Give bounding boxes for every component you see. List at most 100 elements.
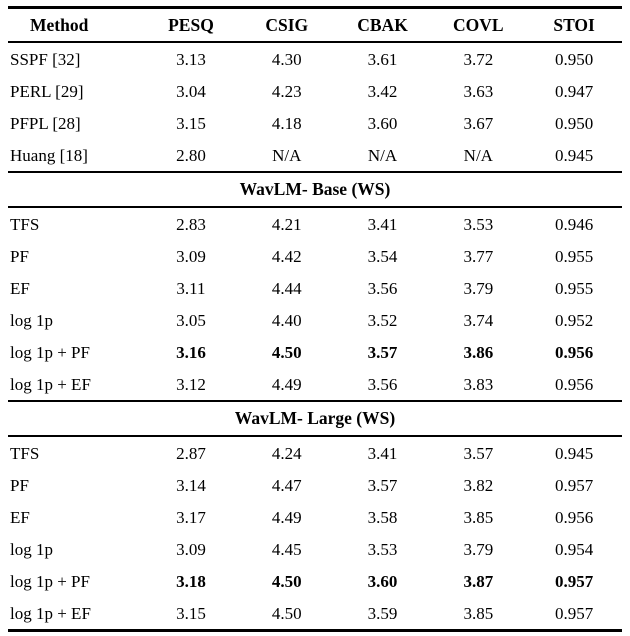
value-cell: 3.61 <box>367 49 398 69</box>
table-row: PF 3.14 4.47 3.57 3.82 0.957 <box>8 469 622 501</box>
value-cell: 3.53 <box>463 214 494 234</box>
value-cell: 3.11 <box>176 278 206 298</box>
value-cell: 0.954 <box>554 539 594 559</box>
value-cell: 0.950 <box>554 49 594 69</box>
column-header-pesq: PESQ <box>143 7 239 43</box>
baseline-rows-group: SSPF [32] 3.13 4.30 3.61 3.72 0.950 PERL [29] 3… <box>8 42 622 172</box>
method-cell: log 1p <box>10 539 53 559</box>
value-cell: 0.955 <box>554 278 594 298</box>
results-table: Method PESQ CSIG CBAK COVL STOI SSPF [32… <box>8 6 622 632</box>
value-cell: 3.18 <box>176 571 206 591</box>
table-row: SSPF [32] 3.13 4.30 3.61 3.72 0.950 <box>8 42 622 75</box>
value-cell: 3.59 <box>367 603 398 623</box>
column-header-cbak: CBAK <box>334 7 431 43</box>
section-title-row: WavLM- Large (WS) <box>8 400 622 437</box>
value-cell: 0.957 <box>554 603 594 623</box>
table-row: log 1p + EF 3.12 4.49 3.56 3.83 0.956 <box>8 368 622 401</box>
value-cell: 3.60 <box>367 113 398 133</box>
value-cell: 4.50 <box>271 571 302 591</box>
section-header-wavlm-large: WavLM- Large (WS) <box>8 400 622 437</box>
value-cell: 0.945 <box>554 145 594 165</box>
column-header-method: Method <box>8 7 144 43</box>
value-cell: 3.53 <box>367 539 398 559</box>
value-cell: 0.945 <box>554 443 594 463</box>
value-cell: 3.60 <box>367 571 398 591</box>
method-cell: log 1p + EF <box>10 603 91 623</box>
value-cell: 4.23 <box>271 81 302 101</box>
value-cell: N/A <box>272 145 302 165</box>
method-cell: TFS <box>10 443 40 463</box>
value-cell: 0.956 <box>554 342 594 362</box>
value-cell: 4.21 <box>271 214 302 234</box>
method-cell: EF <box>10 507 30 527</box>
value-cell: 0.957 <box>554 475 594 495</box>
value-cell: 4.40 <box>271 310 302 330</box>
value-cell: 3.85 <box>463 603 494 623</box>
value-cell: 4.44 <box>271 278 302 298</box>
value-cell: 3.52 <box>367 310 398 330</box>
value-cell: 3.15 <box>176 113 206 133</box>
value-cell: 3.13 <box>176 49 206 69</box>
value-cell: 2.83 <box>176 214 206 234</box>
section-title: WavLM- Base (WS) <box>8 171 622 208</box>
value-cell: 0.952 <box>554 310 594 330</box>
value-cell: 3.54 <box>367 246 398 266</box>
value-cell: 3.09 <box>176 246 206 266</box>
value-cell: 3.74 <box>463 310 494 330</box>
column-header-csig: CSIG <box>238 7 335 43</box>
value-cell: 3.58 <box>367 507 398 527</box>
value-cell: 0.950 <box>554 113 594 133</box>
value-cell: 4.24 <box>271 443 302 463</box>
method-cell: log 1p + PF <box>10 342 90 362</box>
table-row: log 1p + PF 3.18 4.50 3.60 3.87 0.957 <box>8 565 622 597</box>
method-cell: EF <box>10 278 30 298</box>
table-row: PERL [29] 3.04 4.23 3.42 3.63 0.947 <box>8 75 622 107</box>
section-title-row: WavLM- Base (WS) <box>8 171 622 208</box>
method-cell: log 1p + EF <box>10 374 91 394</box>
value-cell: 3.16 <box>176 342 206 362</box>
value-cell: 4.45 <box>271 539 302 559</box>
table-row: TFS 2.87 4.24 3.41 3.57 0.945 <box>8 436 622 469</box>
value-cell: 3.09 <box>176 539 206 559</box>
value-cell: 3.15 <box>176 603 206 623</box>
value-cell: 0.956 <box>554 507 594 527</box>
value-cell: 3.77 <box>463 246 494 266</box>
value-cell: 4.49 <box>271 507 302 527</box>
value-cell: 0.955 <box>554 246 594 266</box>
table-row: TFS 2.83 4.21 3.41 3.53 0.946 <box>8 207 622 240</box>
value-cell: 0.956 <box>554 374 594 394</box>
method-cell: PERL [29] <box>10 81 84 101</box>
table-row: EF 3.17 4.49 3.58 3.85 0.956 <box>8 501 622 533</box>
value-cell: 3.57 <box>463 443 494 463</box>
section-header-wavlm-base: WavLM- Base (WS) <box>8 171 622 208</box>
method-cell: PFPL [28] <box>10 113 81 133</box>
table-row: PF 3.09 4.42 3.54 3.77 0.955 <box>8 240 622 272</box>
column-header-stoi: STOI <box>526 7 622 43</box>
value-cell: 3.14 <box>176 475 206 495</box>
value-cell: 4.50 <box>271 603 302 623</box>
value-cell: 2.87 <box>176 443 206 463</box>
value-cell: 3.56 <box>367 278 398 298</box>
method-cell: Huang [18] <box>10 145 88 165</box>
table-header: Method PESQ CSIG CBAK COVL STOI <box>8 7 622 43</box>
value-cell: 3.72 <box>463 49 494 69</box>
table-row: log 1p + EF 3.15 4.50 3.59 3.85 0.957 <box>8 597 622 631</box>
value-cell: 3.85 <box>463 507 494 527</box>
table-row: PFPL [28] 3.15 4.18 3.60 3.67 0.950 <box>8 107 622 139</box>
method-cell: TFS <box>10 214 40 234</box>
value-cell: 3.41 <box>367 443 398 463</box>
header-row: Method PESQ CSIG CBAK COVL STOI <box>8 7 622 43</box>
value-cell: 3.41 <box>367 214 398 234</box>
method-cell: PF <box>10 475 29 495</box>
value-cell: 3.63 <box>463 81 494 101</box>
value-cell: 3.57 <box>367 342 398 362</box>
value-cell: 3.05 <box>176 310 206 330</box>
value-cell: 4.42 <box>271 246 302 266</box>
method-cell: SSPF [32] <box>10 49 81 69</box>
value-cell: 4.50 <box>271 342 302 362</box>
wavlm-base-rows-group: TFS 2.83 4.21 3.41 3.53 0.946 PF 3.09 4.42 3.54 3.… <box>8 207 622 401</box>
value-cell: 4.18 <box>271 113 302 133</box>
column-header-covl: COVL <box>430 7 527 43</box>
value-cell: 2.80 <box>176 145 206 165</box>
value-cell: 3.79 <box>463 539 494 559</box>
